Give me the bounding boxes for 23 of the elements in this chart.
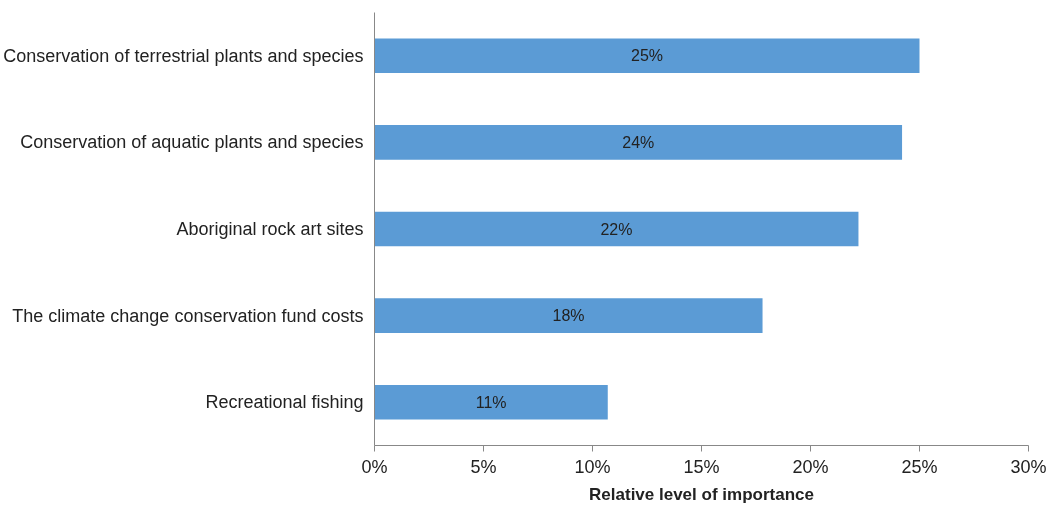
y-tick-label: Recreational fishing xyxy=(205,392,364,413)
data-label: 11% xyxy=(475,393,507,411)
bar xyxy=(374,384,608,420)
y-tick-label: The climate change conservation fund costs xyxy=(12,305,364,326)
y-tick-label: Conservation of aquatic plants and species xyxy=(20,132,364,153)
data-label: 25% xyxy=(630,47,664,65)
data-label: 22% xyxy=(600,220,633,238)
bar xyxy=(374,125,903,160)
x-tick-label: 15% xyxy=(683,456,720,477)
bar xyxy=(374,38,920,74)
y-tick-label: Conservation of terrestrial plants and species xyxy=(3,45,364,66)
data-label: 24% xyxy=(622,133,655,151)
x-tick-label: 5% xyxy=(470,456,497,477)
bar xyxy=(374,211,859,247)
y-tick-label: Aboriginal rock art sites xyxy=(176,219,364,239)
x-tick-label: 10% xyxy=(574,456,611,477)
x-tick-label: 20% xyxy=(792,456,829,477)
bar xyxy=(374,298,763,333)
x-tick-label: 30% xyxy=(1010,456,1047,477)
data-label: 18% xyxy=(552,307,585,325)
x-tick-label: 0% xyxy=(361,456,388,477)
x-axis-title: Relative level of importance xyxy=(589,484,814,504)
x-tick-label: 25% xyxy=(901,456,938,477)
